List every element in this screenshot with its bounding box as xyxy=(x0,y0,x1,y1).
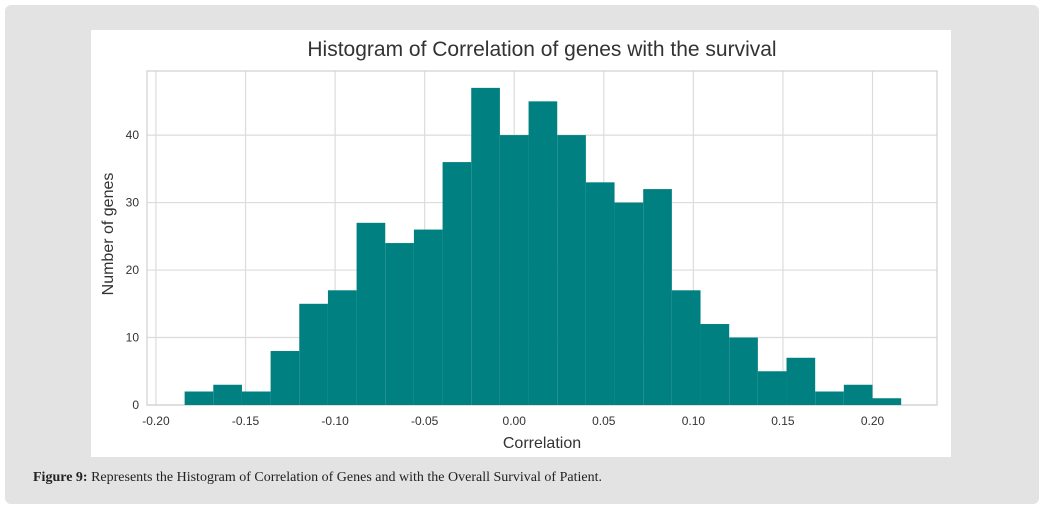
bar xyxy=(557,135,586,405)
bar xyxy=(786,357,816,405)
y-tick-label: 0 xyxy=(132,398,139,412)
y-axis-label: Number of genes xyxy=(100,173,117,296)
chart-title: Histogram of Correlation of genes with t… xyxy=(307,38,776,61)
bar xyxy=(327,290,357,405)
x-tick-label: 0.10 xyxy=(682,414,706,428)
bar xyxy=(213,384,242,405)
bar xyxy=(413,229,443,405)
y-tick-label: 40 xyxy=(126,128,140,142)
x-tick-label: 0.20 xyxy=(861,414,885,428)
bar xyxy=(241,391,271,405)
caption-label: Figure 9: xyxy=(33,470,88,485)
x-tick-label: -0.10 xyxy=(321,414,349,428)
bar xyxy=(299,303,328,405)
bar xyxy=(385,243,414,405)
bar xyxy=(614,202,644,405)
caption: Figure 9: Represents the Histogram of Co… xyxy=(33,470,602,486)
bar xyxy=(184,391,214,405)
y-tick-label: 10 xyxy=(126,331,140,345)
bar xyxy=(643,189,672,405)
bar xyxy=(528,101,558,405)
bar xyxy=(442,162,472,405)
bar xyxy=(671,290,701,405)
chart: Histogram of Correlation of genes with t… xyxy=(91,30,951,457)
bar xyxy=(499,135,529,405)
x-tick-label: -0.15 xyxy=(232,414,260,428)
bar xyxy=(872,398,902,405)
bar xyxy=(729,337,758,405)
bar xyxy=(270,351,300,405)
bar xyxy=(757,371,787,405)
y-tick-label: 20 xyxy=(126,263,140,277)
bar xyxy=(356,222,386,405)
bar xyxy=(843,384,873,405)
bar xyxy=(471,87,500,405)
x-tick-label: 0.15 xyxy=(771,414,795,428)
x-tick-label: -0.05 xyxy=(411,414,439,428)
x-tick-label: 0.05 xyxy=(592,414,616,428)
caption-text: Represents the Histogram of Correlation … xyxy=(91,470,602,485)
x-axis-label: Correlation xyxy=(503,435,581,452)
bar xyxy=(700,324,730,405)
x-tick-label: -0.20 xyxy=(142,414,170,428)
bar xyxy=(815,391,844,405)
y-tick-label: 30 xyxy=(126,196,140,210)
bar xyxy=(585,182,615,405)
x-tick-label: 0.00 xyxy=(503,414,527,428)
